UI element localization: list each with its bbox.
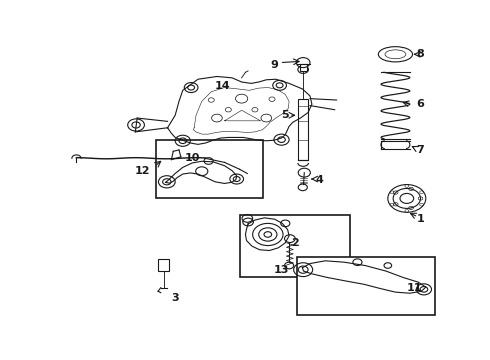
- Text: 1: 1: [416, 214, 424, 224]
- Bar: [156, 140, 263, 198]
- Text: 6: 6: [416, 99, 424, 109]
- Bar: [158, 260, 170, 271]
- Text: 13: 13: [274, 265, 289, 275]
- Text: 10: 10: [185, 153, 200, 163]
- Text: 9: 9: [270, 60, 278, 70]
- Text: 12: 12: [135, 166, 150, 176]
- Text: 11: 11: [407, 283, 422, 293]
- Text: 5: 5: [281, 110, 289, 120]
- Text: 14: 14: [215, 81, 230, 91]
- Ellipse shape: [385, 50, 406, 59]
- Bar: [240, 215, 350, 278]
- Text: 3: 3: [172, 293, 179, 303]
- Bar: [298, 99, 309, 159]
- Bar: [300, 64, 307, 71]
- Text: 8: 8: [416, 49, 424, 59]
- Text: 7: 7: [416, 145, 424, 155]
- Ellipse shape: [378, 47, 413, 62]
- Bar: [297, 257, 435, 315]
- Text: 2: 2: [291, 238, 299, 248]
- Text: 4: 4: [316, 175, 323, 185]
